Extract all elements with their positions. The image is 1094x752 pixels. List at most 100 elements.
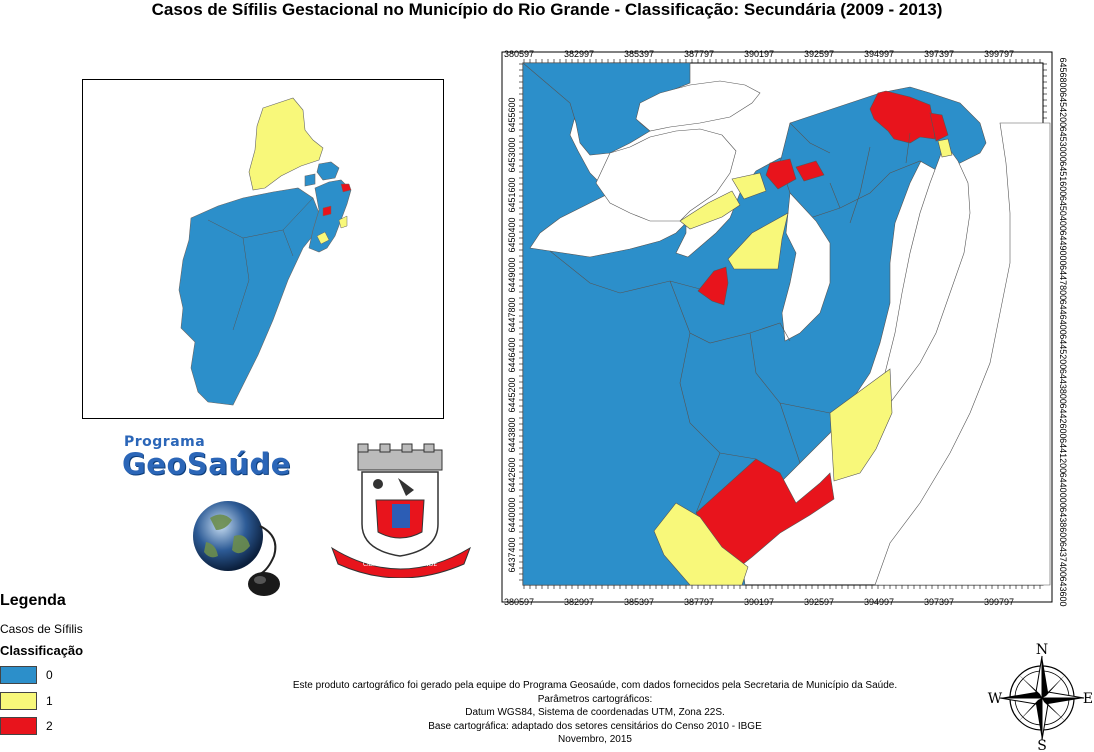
sector-red-ne-1: [869, 90, 936, 144]
legend-subtitle: Casos de Sífilis: [0, 622, 83, 636]
x-tick-label-bottom: 382997: [564, 597, 594, 607]
y-tick-label-left: 6449000: [507, 257, 517, 292]
globe-mouse-icon: [193, 501, 280, 596]
inset-north-island: [248, 97, 324, 191]
program-logo-small-text: Programa: [124, 434, 206, 450]
y-axis-left-labels: 6455600 6453000 6451600 6450400 6449000 64478…: [507, 97, 517, 572]
crest-year-left: 1737: [352, 549, 367, 556]
y-tick-label-right: 6454200: [1058, 92, 1068, 127]
inset-peninsula: [308, 179, 352, 253]
x-tick-label-bottom: 392597: [804, 597, 834, 607]
y-tick-label-left: 6451600: [507, 177, 517, 212]
legend-swatch: [0, 666, 37, 684]
x-tick-label-bottom: 387797: [684, 597, 714, 607]
main-map-svg: 380597 382997 385397 387797 390197 392597 3949…: [501, 49, 1068, 612]
sector-yellow-south: [653, 502, 749, 586]
water-lagoon-north: [635, 80, 761, 132]
legend-item-label: 2: [46, 719, 53, 733]
x-tick-label-bottom: 394997: [864, 597, 894, 607]
credits-line: Parâmetros cartográficos:: [537, 693, 653, 705]
sector-yellow-ne: [937, 138, 953, 158]
y-tick-label-left: 6445200: [507, 377, 517, 412]
inset-islet-2: [304, 173, 316, 187]
sector-red-ne-2: [929, 112, 949, 142]
inset-yellow-1: [316, 231, 330, 245]
y-tick-label-left: 6450400: [507, 217, 517, 252]
x-tick-label-top: 392597: [804, 49, 834, 59]
legend-item-label: 0: [46, 668, 53, 682]
x-tick-label-bottom: 399797: [984, 597, 1014, 607]
y-tick-label-left: 6453000: [507, 137, 517, 172]
crest-ribbon-text: CIDADE DO RIO GRANDE: [363, 561, 438, 568]
credits-block: Este produto cartográfico foi gerado pel…: [200, 679, 990, 747]
credits-line: Novembro, 2015: [558, 734, 632, 745]
y-tick-label-right: 6442600: [1058, 403, 1068, 438]
compass-rose-icon: N S E W: [988, 642, 1093, 752]
y-tick-label-right: 6438600: [1058, 507, 1068, 542]
y-tick-label-left: 6437400: [507, 537, 517, 572]
x-tick-label-top: 387797: [684, 49, 714, 59]
sector-red-mid-1: [765, 158, 797, 190]
legend-class-heading: Classificação: [0, 643, 84, 658]
sector-yellow-center: [727, 212, 789, 270]
x-tick-label-bottom: 380597: [504, 597, 534, 607]
inset-map: [82, 79, 444, 419]
x-tick-label-bottom: 385397: [624, 597, 654, 607]
x-tick-label-bottom: 397397: [924, 597, 954, 607]
y-tick-label-left: 6447800: [507, 297, 517, 332]
credits-line: Datum WGS84, Sistema de coordenadas UTM,…: [465, 707, 725, 718]
inset-yellow-2: [338, 215, 348, 229]
credits-line: Este produto cartográfico foi gerado pel…: [292, 680, 898, 691]
y-tick-label-right: 6441200: [1058, 438, 1068, 473]
y-tick-label-right: 6447800: [1058, 265, 1068, 300]
y-tick-label-right: 6445200: [1058, 334, 1068, 369]
legend-item-label: 1: [46, 694, 53, 708]
inset-map-svg: [178, 97, 352, 406]
x-axis-bottom-labels: 380597 382997 385397 387797 390197 392597 3949…: [504, 597, 1014, 607]
y-tick-label-left: 6442600: [507, 457, 517, 492]
inset-municipality-body: [178, 187, 322, 406]
compass-s: S: [1037, 738, 1047, 752]
x-tick-label-top: 380597: [504, 49, 534, 59]
y-axis-right-labels: 6456800645420064530006451600645040064490…: [1058, 57, 1068, 611]
compass-e: E: [1083, 691, 1093, 707]
legend-swatch: [0, 717, 37, 735]
y-tick-label-right: 6451600: [1058, 161, 1068, 196]
y-tick-label-right: 6449000: [1058, 230, 1068, 265]
x-tick-label-top: 385397: [624, 49, 654, 59]
compass-w: W: [988, 691, 1003, 707]
compass-n: N: [1036, 642, 1048, 658]
water-right-strip: [874, 122, 1051, 586]
sector-yellow-east: [829, 368, 893, 482]
inset-red-1: [340, 183, 352, 193]
y-tick-label-left: 6455600: [507, 97, 517, 132]
water-bay: [595, 128, 737, 222]
y-tick-label-right: 6446400: [1058, 300, 1068, 335]
program-logo-text: GeoSaúde: [122, 447, 291, 481]
inset-islet-1: [316, 161, 340, 181]
x-tick-label-top: 390197: [744, 49, 774, 59]
x-tick-label-top: 394997: [864, 49, 894, 59]
legend-title: Legenda: [0, 592, 66, 609]
city-crest-icon: 1737 1835 CIDADE DO RIO GRANDE: [331, 443, 471, 578]
sector-red-mid-2: [795, 160, 825, 182]
legend-swatch: [0, 692, 37, 710]
credits-line: Base cartográfica: adaptado dos setores …: [428, 720, 762, 732]
x-tick-label-top: 399797: [984, 49, 1014, 59]
y-tick-label-right: 6456800: [1058, 57, 1068, 92]
y-tick-label-left: 6446400: [507, 337, 517, 372]
y-tick-label-right: 6436000: [1058, 576, 1068, 607]
map-title: Casos de Sífilis Gestacional no Municípi…: [151, 0, 943, 19]
x-tick-label-top: 397397: [924, 49, 954, 59]
y-tick-label-right: 6450400: [1058, 196, 1068, 231]
sector-yellow-nw-1: [679, 190, 741, 230]
y-tick-label-right: 6440000: [1058, 473, 1068, 508]
map-polygons: [522, 62, 1051, 586]
y-tick-label-left: 6440000: [507, 497, 517, 532]
water-channel: [781, 192, 831, 342]
x-axis-top-labels: 380597 382997 385397 387797 390197 392597 3949…: [504, 49, 1014, 59]
sector-red-center: [697, 266, 729, 306]
y-tick-label-right: 6437400: [1058, 542, 1068, 577]
sector-yellow-nw-2: [731, 172, 767, 200]
water-east: [884, 142, 971, 404]
